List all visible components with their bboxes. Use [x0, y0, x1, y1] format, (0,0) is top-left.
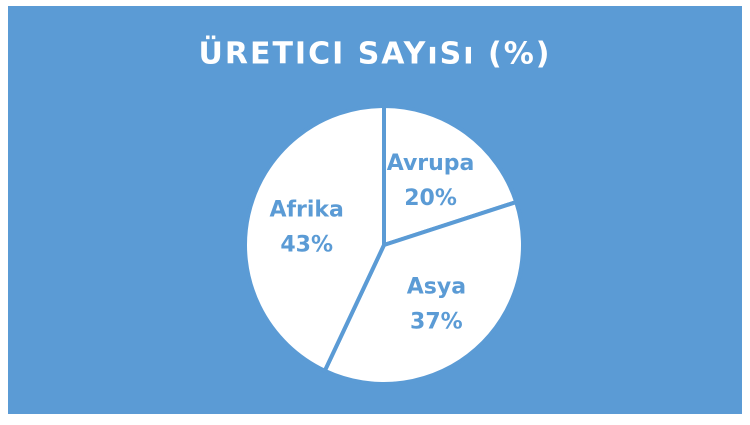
slice-category-label: Afrika [269, 198, 343, 223]
pie-slice [382, 103, 519, 248]
pie-slice [322, 199, 525, 386]
pie-slice [243, 103, 386, 374]
slice-category-label: Asya [407, 274, 466, 299]
chart-title: ÜRETICI SAYıSı (%) [199, 35, 552, 72]
slice-category-label: Avrupa [387, 151, 475, 176]
slice-value-label: 20% [404, 186, 457, 211]
slice-value-label: 37% [410, 309, 463, 334]
slice-value-label: 43% [280, 233, 333, 258]
